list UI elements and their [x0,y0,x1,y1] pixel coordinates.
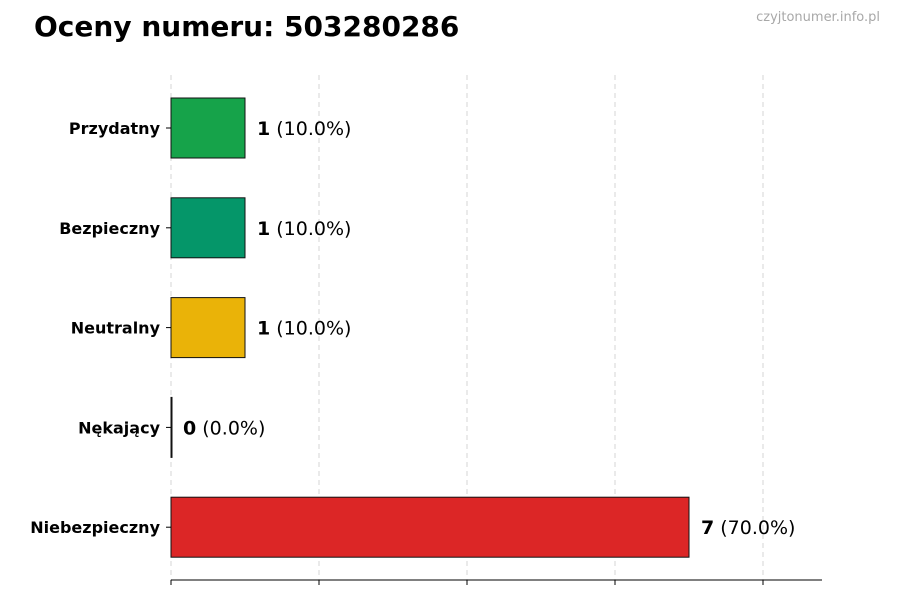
value-percent-1: (10.0%) [270,218,351,240]
value-percent-2: (10.0%) [270,318,351,340]
category-label-2: Neutralny [71,319,161,338]
value-percent-3: (0.0%) [196,417,265,439]
axes [166,127,822,585]
value-count-0: 1 [257,118,270,140]
bar-1 [170,197,246,259]
watermark: czyjtonumer.info.pl [756,10,880,25]
value-count-4: 7 [701,517,714,539]
category-label-3: Nękający [78,418,160,437]
bars [170,97,690,558]
value-label-1: 1 (10.0%) [257,218,351,240]
value-label-4: 7 (70.0%) [701,517,795,539]
chart-title: Oceny numeru: 503280286 [34,10,460,43]
value-percent-4: (70.0%) [714,517,795,539]
value-percent-0: (10.0%) [270,118,351,140]
value-count-1: 1 [257,218,270,240]
category-label-0: Przydatny [69,119,161,138]
bar-4 [170,496,690,558]
bar-3 [170,396,173,458]
value-count-3: 0 [183,417,196,439]
category-label-1: Bezpieczny [59,219,160,238]
category-label-4: Niebezpieczny [30,518,160,537]
value-label-2: 1 (10.0%) [257,318,351,340]
bar-0 [170,97,246,159]
value-count-2: 1 [257,318,270,340]
value-label-0: 1 (10.0%) [257,118,351,140]
value-label-3: 0 (0.0%) [183,417,265,439]
bar-2 [170,297,246,359]
labels: Przydatny 1 (10.0%) Bezpieczny 1 (10.0%) Neu… [30,118,795,539]
